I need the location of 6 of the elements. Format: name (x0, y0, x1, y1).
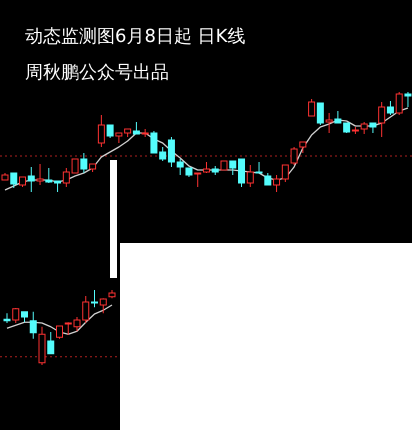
chart-title: 动态监测图6月8日起 日K线 (25, 26, 246, 47)
candlestick (28, 166, 35, 192)
candlestick (326, 112, 333, 134)
candlestick (378, 102, 386, 138)
candlestick (30, 311, 37, 340)
chart-subtitle: 周秋鹏公众号出品 (25, 62, 169, 83)
